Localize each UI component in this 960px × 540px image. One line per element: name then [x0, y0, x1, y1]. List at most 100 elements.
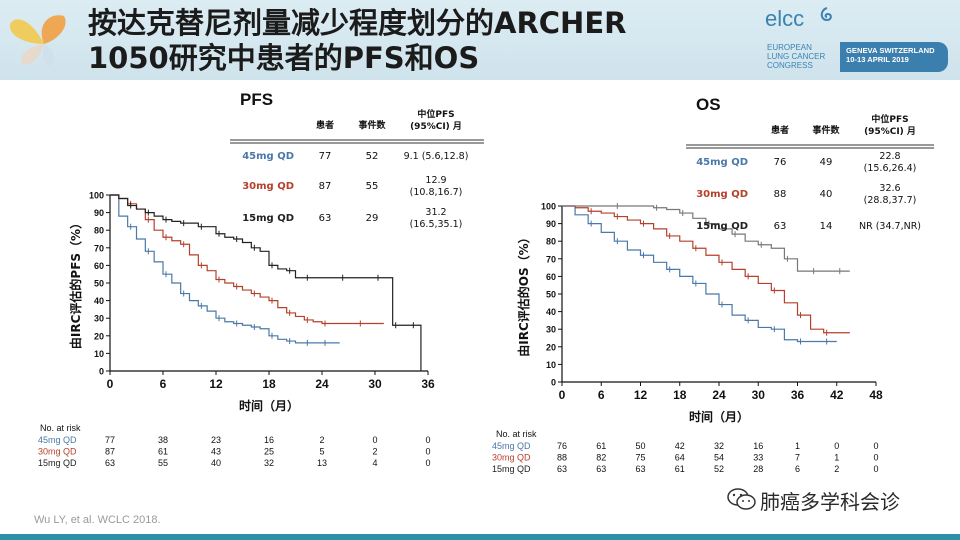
- chart1-y-tick-label: 80: [546, 237, 556, 247]
- chart0-table-events: 29: [366, 213, 379, 224]
- chart0-table-median: 12.9: [425, 175, 446, 186]
- chart1-table-header-events: 事件数: [812, 124, 840, 136]
- chart1-table-row-label: 30mg QD: [696, 189, 748, 200]
- chart0-y-axis-label: 由IRC评估的PFS（%）: [68, 217, 83, 349]
- chart0-y-tick-label: 50: [94, 279, 104, 289]
- chart0-at-risk-value: 13: [317, 458, 327, 468]
- chart0-y-tick-label: 100: [89, 191, 104, 201]
- chart1-series-line: [562, 205, 850, 272]
- chart0-x-tick-label: 30: [368, 377, 382, 391]
- chart1-at-risk-value: 0: [873, 453, 878, 463]
- chart1-table-row-label: 15mg QD: [696, 221, 748, 232]
- chart1-y-tick-label: 50: [546, 290, 556, 300]
- chart0-table-header-median: (95%CI) 月: [410, 121, 462, 132]
- chart1-at-risk-value: 50: [635, 441, 645, 451]
- chart0-at-risk-value: 32: [264, 458, 274, 468]
- chart0-series-line: [110, 194, 422, 371]
- chart1-at-risk-value: 88: [557, 453, 567, 463]
- chart1-at-risk-value: 33: [753, 453, 763, 463]
- chart1-table-events: 14: [820, 221, 833, 232]
- chart1-y-tick-label: 30: [546, 325, 556, 335]
- chart1-at-risk-value: 0: [873, 464, 878, 474]
- chart1-at-risk-value: 1: [834, 453, 839, 463]
- reference-footnote: Wu LY, et al. WCLC 2018.: [34, 514, 161, 526]
- chart1-at-risk-value: 82: [596, 453, 606, 463]
- chart1-table-events: 40: [820, 189, 833, 200]
- chart1-at-risk-value: 75: [635, 453, 645, 463]
- chart0-table-patients: 63: [319, 213, 332, 224]
- chart0-table-header-patients: 患者: [316, 119, 334, 131]
- chart1-table-median: (15.6,26.4): [864, 163, 917, 174]
- chart0-y-tick-label: 70: [94, 243, 104, 253]
- chart1-x-tick-label: 30: [752, 388, 766, 402]
- chart0-title: PFS: [240, 90, 273, 109]
- chart1-table-patients: 76: [774, 157, 787, 168]
- chart0-x-tick-label: 12: [209, 377, 223, 391]
- chart1-at-risk-value: 7: [795, 453, 800, 463]
- bottom-accent-bar: [0, 534, 960, 540]
- chart0-at-risk-header: No. at risk: [40, 423, 81, 433]
- chart0-at-risk-value: 77: [105, 435, 115, 445]
- elcc-logo-subtitle: EUROPEAN LUNG CANCER CONGRESS: [767, 43, 826, 70]
- chart1-at-risk-name: 30mg QD: [492, 453, 531, 463]
- chart0-at-risk-value: 4: [372, 458, 377, 468]
- chart1-at-risk-value: 16: [753, 441, 763, 451]
- chart1-y-tick-label: 20: [546, 342, 556, 352]
- chart0-at-risk-value: 87: [105, 447, 115, 457]
- chart0-at-risk-value: 2: [372, 447, 377, 457]
- slide-title-line1: 按达克替尼剂量减少程度划分的ARCHER: [88, 6, 627, 40]
- chart1-table-row-label: 45mg QD: [696, 157, 748, 168]
- chart0-table-row-label: 30mg QD: [242, 181, 294, 192]
- chart0-table-median: (16.5,35.1): [410, 219, 463, 230]
- chart1-y-tick-label: 0: [551, 378, 556, 388]
- chart1-at-risk-header: No. at risk: [496, 429, 537, 439]
- chart1-at-risk-value: 54: [714, 453, 724, 463]
- chart0-at-risk-name: 45mg QD: [38, 435, 77, 445]
- chart1-at-risk-value: 52: [714, 464, 724, 474]
- slide-title-line2: 1050研究中患者的PFS和OS: [88, 41, 480, 75]
- slide-title: 按达克替尼剂量减少程度划分的ARCHER 1050研究中患者的PFS和OS: [88, 6, 626, 76]
- chart1-at-risk-value: 61: [675, 464, 685, 474]
- chart0-at-risk-value: 55: [158, 458, 168, 468]
- chart0-table-patients: 87: [319, 181, 332, 192]
- chart0-table-median: 9.1 (5.6,12.8): [404, 151, 469, 162]
- chart0-x-tick-label: 18: [262, 377, 276, 391]
- swirl-logo-icon: [820, 7, 832, 22]
- slide-header: 按达克替尼剂量减少程度划分的ARCHER 1050研究中患者的PFS和OS el…: [0, 0, 960, 80]
- chart1-y-axis-label: 由IRC评估的OS（%）: [516, 231, 531, 356]
- chart0-table-patients: 77: [319, 151, 332, 162]
- chart0-at-risk-value: 43: [211, 447, 221, 457]
- chart1-at-risk-name: 15mg QD: [492, 464, 531, 474]
- chart1-at-risk-value: 42: [675, 441, 685, 451]
- chart1-x-axis-label: 时间（月）: [689, 409, 749, 424]
- chart0-at-risk-name: 30mg QD: [38, 447, 77, 457]
- chart1-at-risk-value: 2: [834, 464, 839, 474]
- chart0-x-tick-label: 36: [421, 377, 435, 391]
- chart1-x-tick-label: 24: [712, 388, 726, 402]
- chart1-table-patients: 63: [774, 221, 787, 232]
- chart0-table-median: 31.2: [425, 207, 446, 218]
- chart1-at-risk-value: 64: [675, 453, 685, 463]
- chart0-at-risk-value: 16: [264, 435, 274, 445]
- chart1-at-risk-value: 63: [635, 464, 645, 474]
- chart0-at-risk-value: 5: [319, 447, 324, 457]
- chart0-table-header-events: 事件数: [358, 119, 386, 131]
- chart0-y-tick-label: 60: [94, 261, 104, 271]
- chart1-table-header-patients: 患者: [771, 124, 789, 136]
- chart0-series-line: [110, 194, 340, 344]
- wechat-icon: [727, 488, 756, 510]
- chart0-table-header-median: 中位PFS: [417, 108, 454, 120]
- chart1-y-tick-label: 90: [546, 219, 556, 229]
- chart1-y-tick-label: 70: [546, 254, 556, 264]
- chart0-series-line: [110, 194, 384, 325]
- chart1-table-median: (28.8,37.7): [864, 195, 917, 206]
- chart1-y-tick-label: 100: [541, 202, 556, 212]
- chart0-at-risk-value: 38: [158, 435, 168, 445]
- chart0-x-tick-label: 6: [160, 377, 167, 391]
- elcc-logo-location-box: GENEVA SWITZERLAND 10-13 APRIL 2019: [840, 42, 948, 72]
- chart1-x-tick-label: 6: [598, 388, 605, 402]
- chart1-y-tick-label: 40: [546, 307, 556, 317]
- chart0-at-risk-value: 0: [425, 435, 430, 445]
- chart1-table-median: NR (34.7,NR): [859, 221, 921, 232]
